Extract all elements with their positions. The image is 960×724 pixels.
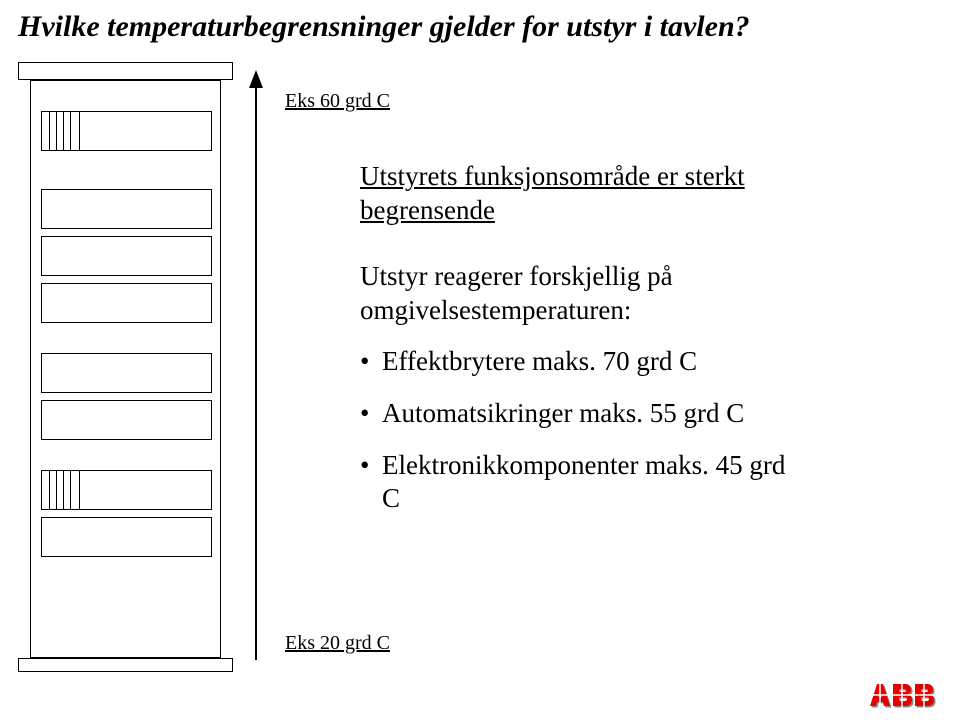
bullet-list: Effektbrytere maks. 70 grd C Automatsikr… [360, 345, 785, 534]
sub-heading: Utstyrets funksjonsområde er sterkt begr… [360, 160, 745, 228]
abb-logo-icon [868, 682, 938, 710]
slide: Hvilke temperaturbegrensninger gjelder f… [0, 0, 960, 724]
bullet-text: Automatsikringer maks. 55 grd C [382, 398, 744, 428]
bullet-text: Effektbrytere maks. 70 grd C [382, 346, 697, 376]
cabinet-panel [41, 353, 212, 393]
bullet-item: Automatsikringer maks. 55 grd C [360, 397, 785, 431]
bullet-text-line1: Elektronikkomponenter maks. 45 grd [382, 450, 785, 480]
sub-heading-line1: Utstyrets funksjonsområde er sterkt [360, 161, 745, 191]
temperature-arrow [246, 70, 266, 660]
temp-low-label: Eks 20 grd C [285, 632, 390, 655]
bullet-text-line2: C [382, 483, 400, 513]
cabinet-diagram [18, 62, 233, 672]
cabinet-panel [41, 283, 212, 323]
cabinet-panel [41, 236, 212, 276]
cabinet-panel [41, 111, 212, 151]
cabinet-panel [41, 189, 212, 229]
cabinet-panel [41, 517, 212, 557]
intro-line1: Utstyr reagerer forskjellig på [360, 261, 673, 291]
cabinet-panel [41, 400, 212, 440]
bullet-item: Elektronikkomponenter maks. 45 grd C [360, 449, 785, 517]
temp-high-label: Eks 60 grd C [285, 90, 390, 113]
sub-heading-line2: begrensende [360, 195, 495, 225]
page-title: Hvilke temperaturbegrensninger gjelder f… [18, 10, 750, 44]
bullet-item: Effektbrytere maks. 70 grd C [360, 345, 785, 379]
cabinet-body [30, 80, 221, 658]
panel-slots [42, 112, 80, 150]
cabinet-panel [41, 470, 212, 510]
intro-line2: omgivelsestemperaturen: [360, 295, 631, 325]
cabinet-top-cap [18, 62, 233, 80]
arrow-shaft [255, 84, 257, 660]
intro-paragraph: Utstyr reagerer forskjellig på omgivelse… [360, 260, 673, 328]
cabinet-base [18, 658, 233, 672]
panel-slots [42, 471, 80, 509]
